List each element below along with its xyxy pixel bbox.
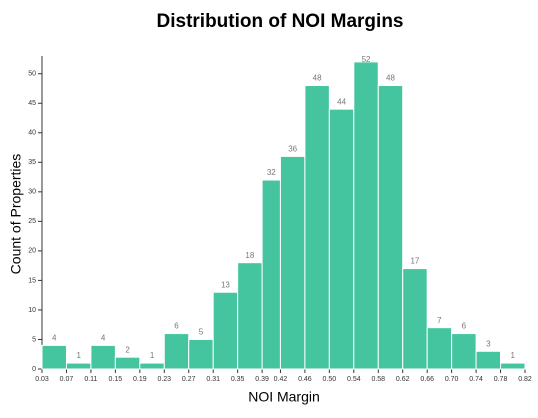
value-label: 48: [386, 74, 395, 83]
value-label: 52: [362, 55, 371, 64]
value-label: 5: [199, 328, 204, 337]
bar: [451, 333, 477, 370]
bar: [65, 362, 92, 370]
value-label: 1: [76, 351, 81, 360]
y-tick-label: 30: [28, 189, 36, 196]
value-label: 44: [337, 97, 346, 106]
value-label: 6: [462, 322, 467, 331]
bar: [353, 61, 379, 370]
x-tick-label: 0.82: [518, 376, 532, 383]
bar: [279, 155, 306, 370]
y-tick-label: 40: [28, 130, 36, 137]
bar: [377, 85, 404, 370]
y-tick-label: 10: [28, 307, 36, 314]
x-tick-label: 0.42: [274, 376, 288, 383]
value-label: 18: [245, 251, 254, 260]
x-tick-label: 0.46: [298, 376, 312, 383]
value-label: 4: [52, 333, 57, 342]
bar: [426, 327, 453, 370]
value-label: 1: [511, 351, 516, 360]
value-label: 32: [267, 168, 276, 177]
value-label: 48: [313, 74, 322, 83]
value-label: 4: [101, 333, 106, 342]
x-tick-label: 0.19: [133, 376, 147, 383]
value-label: 7: [437, 316, 442, 325]
x-tick-label: 0.23: [157, 376, 171, 383]
x-tick-label: 0.70: [445, 376, 459, 383]
bar: [237, 262, 263, 370]
y-tick-label: 20: [28, 248, 36, 255]
bar: [212, 291, 239, 370]
y-tick-label: 25: [28, 218, 36, 225]
bar: [475, 350, 502, 370]
x-tick-label: 0.03: [35, 376, 49, 383]
y-tick-label: 45: [28, 100, 36, 107]
bar: [261, 179, 281, 370]
x-tick-label: 0.74: [469, 376, 483, 383]
bar: [114, 356, 141, 370]
x-tick-label: 0.11: [84, 376, 97, 383]
y-tick-label: 15: [28, 277, 36, 284]
y-tick-label: 0: [32, 366, 36, 373]
bar: [163, 333, 190, 370]
x-tick-label: 0.31: [206, 376, 220, 383]
bar: [328, 108, 355, 370]
y-tick-label: 50: [28, 71, 36, 78]
bar: [41, 344, 67, 370]
bar: [139, 362, 165, 370]
x-tick-label: 0.66: [420, 376, 434, 383]
chart-title: Distribution of NOI Margins: [157, 11, 404, 32]
x-tick-label: 0.78: [494, 376, 508, 383]
y-axis-label: Count of Properties: [8, 154, 24, 275]
value-label: 17: [410, 257, 419, 266]
x-tick-label: 0.39: [255, 376, 269, 383]
value-label: 13: [221, 280, 230, 289]
bar: [500, 362, 526, 370]
value-label: 6: [174, 322, 179, 331]
x-tick-label: 0.58: [371, 376, 385, 383]
value-label: 3: [486, 339, 491, 348]
y-tick-label: 35: [28, 159, 36, 166]
x-tick-label: 0.35: [231, 376, 245, 383]
x-tick-label: 0.07: [60, 376, 74, 383]
x-tick-label: 0.54: [347, 376, 361, 383]
x-tick-label: 0.50: [323, 376, 337, 383]
value-label: 2: [125, 345, 130, 354]
bar: [304, 85, 330, 370]
x-tick-label: 0.62: [396, 376, 410, 383]
y-tick-label: 5: [32, 336, 36, 343]
bar: [188, 338, 214, 370]
bar: [402, 268, 428, 370]
value-label: 36: [288, 145, 297, 154]
x-axis-label: NOI Margin: [248, 389, 320, 405]
x-tick-label: 0.15: [109, 376, 123, 383]
bar: [90, 344, 116, 370]
value-label: 1: [150, 351, 155, 360]
x-tick-label: 0.27: [182, 376, 196, 383]
